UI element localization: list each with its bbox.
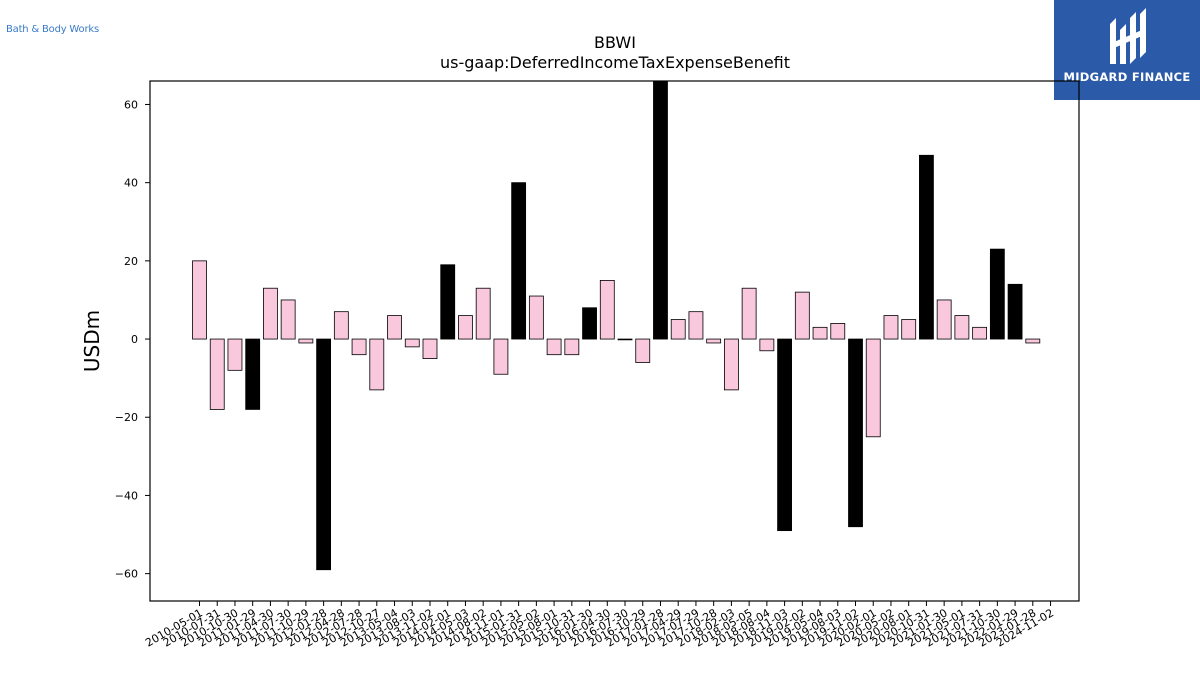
y-axis: −60 −40 −20 0 20 40 60 [115,98,150,581]
bar-2014-02-01 [440,264,456,340]
plot-frame [149,80,1080,602]
bar-2017-04-29 [670,319,686,340]
y-axis-label: USDm [80,310,104,372]
bar-2020-08-01 [901,319,917,340]
bar-2015-10-31 [564,338,580,356]
y-tick-label: 0 [131,333,138,346]
bar-2017-07-29 [688,311,704,340]
bar-2014-11-01 [493,338,509,375]
bar-2021-01-30 [936,299,952,340]
bar-2022-01-29 [1007,283,1023,340]
y-tick-label: 40 [124,177,138,190]
x-axis: 2010-05-012010-07-312010-10-302011-01-29… [143,601,1056,650]
bar-2012-07-28 [351,338,367,356]
bar-2015-05-02 [528,295,544,340]
bar-2010-05-01 [192,260,207,340]
chart-subtitle: us-gaap:DeferredIncomeTaxExpenseBenefit [440,53,790,72]
bar-2018-05-05 [741,287,757,340]
bar-2020-02-01 [865,338,881,438]
bar-2010-10-30 [227,338,243,371]
bar-2023-01-28 [1025,338,1041,344]
chart-title: BBWI [594,33,636,52]
bath-body-works-logo: Bath & Body Works [6,24,99,35]
bar-2019-11-02 [848,338,863,528]
y-tick-label: 20 [124,255,138,268]
bar-2014-05-03 [458,315,473,340]
bar-2016-07-30 [617,338,633,341]
bar-2021-10-30 [989,248,1005,340]
bar-2011-10-29 [298,338,314,344]
bar-2013-05-04 [387,315,402,340]
bar-2012-01-28 [316,338,332,571]
bar-2015-08-01 [546,338,562,356]
bar-2013-08-03 [404,338,420,348]
bar-2016-10-29 [635,338,651,363]
bar-2010-07-31 [209,338,225,410]
y-tick-label: −40 [115,489,138,502]
bar-2019-05-04 [812,326,828,340]
bar-2021-05-01 [954,315,970,340]
y-tick-label: −60 [115,568,138,581]
bar-2011-01-29 [245,338,261,410]
bar-2018-08-04 [759,338,775,352]
bar-2012-04-28 [333,311,349,340]
midgard-mark-icon [1110,8,1146,64]
bar-2017-01-28 [653,80,668,340]
bar-2019-02-02 [794,291,810,340]
bar-2016-04-30 [599,279,615,340]
bar-2016-01-30 [582,307,597,340]
bar-2015-01-31 [511,182,527,340]
bar-2014-08-02 [475,287,491,340]
midgard-finance-logo: MIDGARD FINANCE [1054,0,1200,100]
bar-2013-11-02 [422,338,438,359]
bar-2018-02-03 [724,338,739,391]
midgard-finance-label: MIDGARD FINANCE [1063,70,1191,84]
y-tick-label: −20 [115,411,138,424]
bar-2011-04-30 [263,287,278,340]
bar-2021-07-31 [972,326,988,340]
bar-2018-11-03 [777,338,792,532]
bar-2011-07-30 [280,299,296,340]
bar-2019-08-03 [830,323,846,340]
bar-2020-05-02 [883,315,899,340]
bars-group [192,80,1041,571]
bar-2020-10-31 [919,154,934,340]
y-tick-label: 60 [124,98,138,111]
bar-2012-10-27 [369,338,385,391]
bar-2017-10-28 [706,338,722,344]
